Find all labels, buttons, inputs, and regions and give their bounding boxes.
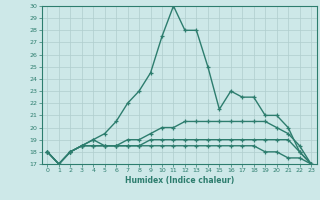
X-axis label: Humidex (Indice chaleur): Humidex (Indice chaleur) (124, 176, 234, 185)
